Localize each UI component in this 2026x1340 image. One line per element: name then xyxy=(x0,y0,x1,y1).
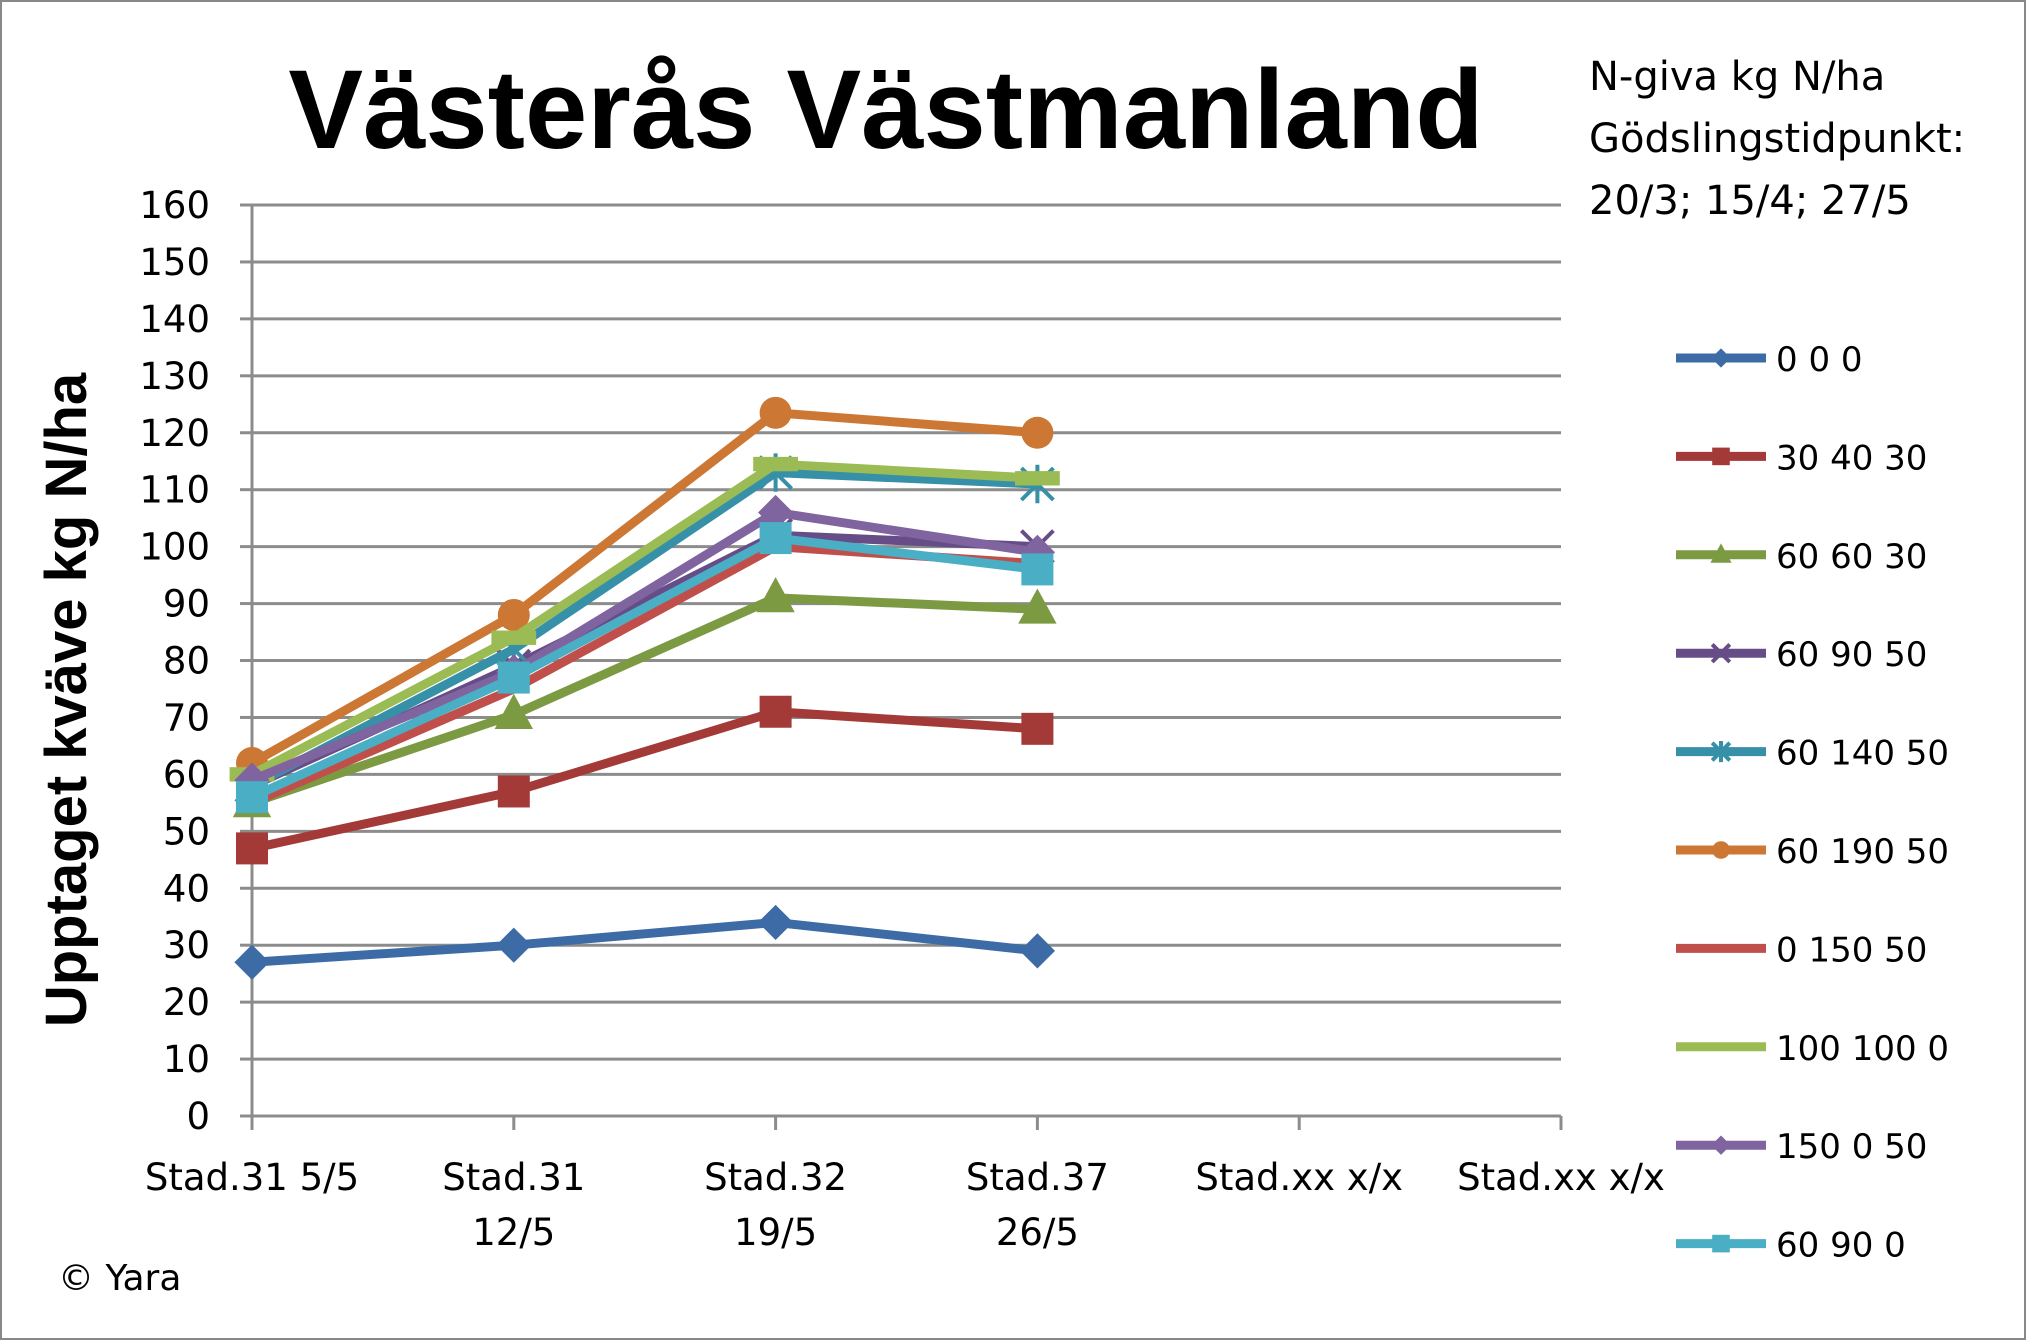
series-line xyxy=(249,468,1038,790)
marker-diamond xyxy=(758,904,794,941)
x-tick-label: Stad.31 xyxy=(442,1156,585,1199)
legend-label: 60 190 50 xyxy=(1776,832,1949,872)
marker-circle xyxy=(759,396,792,429)
marker-dash xyxy=(1708,1042,1734,1051)
x-tick-label: 12/5 xyxy=(472,1211,555,1254)
y-tick-label: 80 xyxy=(163,640,210,683)
marker-x xyxy=(1710,642,1732,664)
copyright: © Yara xyxy=(58,1258,181,1299)
series-line xyxy=(251,917,1038,967)
series-line xyxy=(249,459,1038,779)
x-tick-label: Stad.32 xyxy=(704,1156,847,1199)
y-tick-label: 140 xyxy=(139,298,210,341)
y-axis-label: Upptaget kväve kg N/ha xyxy=(34,372,99,1027)
series-line xyxy=(250,593,1038,808)
marker-triangle xyxy=(494,693,533,729)
legend-label: 60 140 50 xyxy=(1776,734,1949,774)
annotation-line-2: Gödslingstidpunkt: xyxy=(1589,116,1965,162)
legend-label: 60 90 0 xyxy=(1776,1226,1906,1266)
series-line xyxy=(250,533,1038,802)
marker-circle xyxy=(1021,416,1054,449)
marker-square xyxy=(759,695,792,728)
x-tick-label: 26/5 xyxy=(996,1211,1079,1254)
legend-label: 150 0 50 xyxy=(1776,1127,1927,1167)
marker-square xyxy=(497,775,530,808)
marker-diamond xyxy=(758,494,794,531)
marker-triangle xyxy=(756,577,795,613)
marker-square xyxy=(759,522,792,555)
y-tick-label: 30 xyxy=(163,924,210,967)
marker-square xyxy=(236,832,268,865)
marker-dash xyxy=(1015,471,1060,486)
series-30-40-30 xyxy=(236,695,1054,865)
legend-label: 60 90 50 xyxy=(1776,635,1927,675)
y-tick-label: 10 xyxy=(163,1038,210,1081)
marker-diamond xyxy=(1019,933,1055,969)
chart-title: Västerås Västmanland xyxy=(288,47,1483,172)
legend-item: 60 60 30 xyxy=(1676,537,1927,577)
legend-item: 100 100 0 xyxy=(1676,1029,1949,1069)
x-tick-label: 19/5 xyxy=(734,1211,817,1254)
legend-item: 0 150 50 xyxy=(1676,930,1927,970)
y-tick-label: 70 xyxy=(163,696,210,739)
x-tick-label: Stad.xx x/x xyxy=(1195,1156,1403,1199)
series-line xyxy=(250,507,1039,785)
y-tick-label: 150 xyxy=(139,241,210,284)
marker-square xyxy=(1712,447,1730,466)
marker-triangle xyxy=(1710,543,1732,563)
marker-circle xyxy=(497,598,530,631)
legend-item: 60 140 50 xyxy=(1676,734,1949,774)
series-60-90-0 xyxy=(236,522,1054,814)
marker-dash xyxy=(491,630,537,645)
legend-label: 100 100 0 xyxy=(1776,1029,1949,1069)
series-0-0-0 xyxy=(234,904,1055,980)
legend-label: 60 60 30 xyxy=(1776,537,1927,577)
legend-label: 0 150 50 xyxy=(1776,930,1927,970)
annotation-line-3: 20/3; 15/4; 27/5 xyxy=(1589,178,1911,224)
series-line xyxy=(251,707,1038,853)
legend-item: 0 0 0 xyxy=(1676,340,1863,380)
marker-diamond xyxy=(1711,1135,1731,1155)
marker-square xyxy=(1021,553,1054,586)
marker-circle xyxy=(1712,841,1730,859)
y-tick-label: 40 xyxy=(163,867,210,910)
y-tick-label: 100 xyxy=(139,526,210,569)
marker-diamond xyxy=(234,762,270,798)
x-tick-label: Stad.xx x/x xyxy=(1457,1156,1665,1199)
marker-dash xyxy=(753,456,798,472)
legend-item: 60 190 50 xyxy=(1676,832,1949,872)
marker-square xyxy=(497,661,530,694)
legend-item: 150 0 50 xyxy=(1676,1127,1927,1167)
marker-square xyxy=(1712,1234,1730,1253)
y-tick-label: 110 xyxy=(139,469,210,512)
y-tick-label: 60 xyxy=(163,753,210,796)
marker-triangle xyxy=(1018,588,1057,624)
y-tick-label: 160 xyxy=(139,184,210,227)
y-tick-label: 90 xyxy=(163,583,210,626)
y-tick-label: 0 xyxy=(186,1095,210,1138)
marker-diamond xyxy=(1711,348,1731,368)
x-tick-label: Stad.31 5/5 xyxy=(145,1156,359,1199)
legend-label: 0 0 0 xyxy=(1776,340,1863,380)
marker-star xyxy=(1710,741,1732,763)
marker-diamond xyxy=(234,944,270,980)
legend-item: 60 90 50 xyxy=(1676,635,1927,675)
y-tick-label: 120 xyxy=(139,412,210,455)
legend-label: 30 40 30 xyxy=(1776,438,1927,478)
marker-square xyxy=(1021,712,1054,745)
x-tick-label: Stad.37 xyxy=(966,1156,1109,1199)
series-line xyxy=(249,408,1038,767)
y-tick-label: 50 xyxy=(163,810,210,853)
y-tick-label: 130 xyxy=(139,355,210,398)
marker-diamond xyxy=(496,927,532,963)
y-tick-label: 20 xyxy=(163,981,210,1024)
legend-item: 30 40 30 xyxy=(1676,438,1927,478)
annotation-line-1: N-giva kg N/ha xyxy=(1589,54,1885,100)
legend-item: 60 90 0 xyxy=(1676,1226,1906,1266)
marker-square xyxy=(236,781,268,814)
